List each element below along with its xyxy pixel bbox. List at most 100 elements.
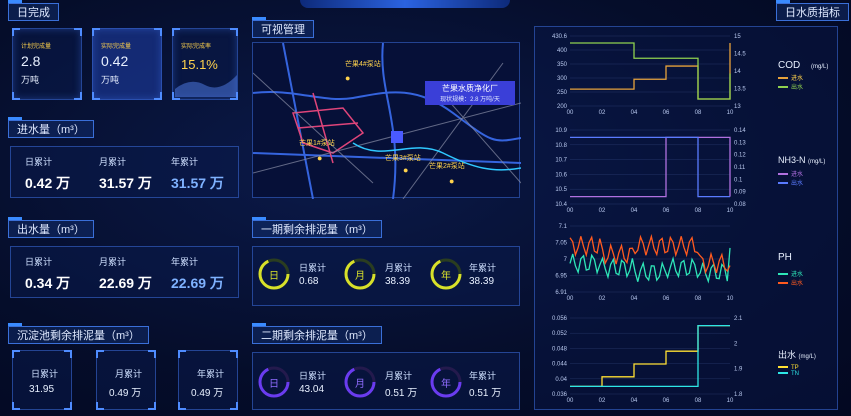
inflow-year-label: 年累计 — [171, 157, 199, 167]
sediment-year-value: 0.49 万 — [191, 388, 224, 399]
y-tick-label: 6.95 — [555, 274, 567, 280]
x-tick-label: 00 — [567, 208, 574, 214]
cod-out-label: 出水 — [791, 85, 804, 91]
phase1-month-ring-icon — [344, 258, 376, 290]
map-panel[interactable]: 芒果4#泵站 ● 芒果1#泵站 ● 芒果3#泵站 ● 芒果2#泵站 ● 芒果水质… — [252, 42, 522, 200]
station-1-label: 芒果1#泵站 — [299, 140, 335, 147]
y2-tick-label: 13 — [734, 104, 741, 110]
plant-status: 现状规模：2.8 万吨/天 — [440, 97, 500, 103]
sediment-month-card: 月累计 0.49 万 — [96, 350, 156, 410]
cod-title: COD — [778, 60, 801, 71]
phase2-year-ring: 年 — [441, 379, 451, 390]
nh3-unit: (mg/L) — [808, 159, 826, 165]
x-tick-label: 08 — [695, 398, 702, 404]
y2-tick-label: 14 — [734, 69, 741, 75]
y-tick-label: 10.7 — [555, 158, 567, 164]
station-2-label: 芒果2#泵站 — [429, 163, 465, 170]
series-line — [570, 324, 730, 388]
y2-tick-label: 0.1 — [734, 177, 743, 183]
x-tick-label: 08 — [695, 110, 702, 116]
nh3-in-label: 进水 — [791, 172, 804, 178]
y2-tick-label: 1.8 — [734, 392, 743, 398]
nh3-legend: NH3-N (mg/L) 进水 出水 — [778, 155, 825, 187]
x-tick-label: 10 — [727, 110, 734, 116]
station-1-pin-icon[interactable]: ● — [317, 153, 323, 163]
phase2-year-value: 0.51 万 — [469, 388, 502, 399]
y-tick-label: 200 — [557, 104, 568, 110]
y-tick-label: 0.056 — [552, 316, 568, 322]
sediment-day-label: 日累计 — [31, 369, 59, 379]
y2-tick-label: 0.13 — [734, 140, 746, 146]
outflow-month-value: 22.69 万 — [99, 275, 152, 291]
phase1-month-ring: 月 — [355, 271, 365, 282]
phase1-day-label: 日累计 — [299, 263, 327, 273]
series-line — [570, 42, 731, 100]
phase2-title: 二期剩余排泥量（m³） — [252, 323, 382, 344]
station-3-pin-icon[interactable]: ● — [403, 165, 409, 175]
station-4-label: 芒果4#泵站 — [345, 61, 381, 68]
phase1-day-value: 0.68 — [299, 276, 319, 287]
outflow-year-value: 22.69 万 — [171, 275, 224, 291]
x-tick-label: 06 — [663, 208, 670, 214]
x-tick-label: 08 — [695, 208, 702, 214]
top-glow-bar — [300, 0, 510, 8]
outflow-day-label: 日累计 — [25, 257, 53, 267]
y-tick-label: 300 — [557, 76, 568, 82]
outflow-month-label: 月累计 — [99, 257, 127, 267]
y-tick-label: 350 — [557, 62, 568, 68]
y-tick-label: 400 — [557, 48, 568, 54]
outflow-title: 出水量（m³） — [8, 217, 94, 238]
series-line — [569, 233, 731, 275]
rate-label: 实际完成率 — [181, 44, 212, 50]
phase2-month-ring: 月 — [355, 379, 365, 390]
y2-tick-label: 2 — [734, 341, 738, 347]
rate-wave — [175, 75, 237, 97]
inflow-day-label: 日累计 — [25, 157, 53, 167]
cod-unit: (mg/L) — [811, 64, 829, 70]
series-line — [570, 136, 730, 198]
x-tick-label: 10 — [727, 398, 734, 404]
phase1-year-label: 年累计 — [469, 263, 497, 273]
y2-tick-label: 0.11 — [734, 165, 746, 171]
y-tick-label: 0.052 — [552, 331, 568, 337]
x-tick-label: 02 — [599, 296, 606, 302]
phase1-day-ring: 日 — [269, 271, 279, 282]
x-tick-label: 06 — [663, 296, 670, 302]
series-line — [570, 324, 730, 388]
phase2-year-label: 年累计 — [469, 371, 497, 381]
cod-in-label: 进水 — [791, 76, 804, 82]
y-tick-label: 6.91 — [555, 290, 567, 296]
plan-card: 计划完成量 2.8 万吨 — [12, 28, 82, 100]
sediment-month-label: 月累计 — [115, 369, 143, 379]
y-tick-label: 10.6 — [555, 172, 567, 178]
station-4-pin-icon[interactable]: ● — [345, 73, 351, 83]
phase1-year-value: 38.39 — [469, 276, 495, 287]
map-title: 可视管理 — [252, 17, 314, 38]
outflow-panel: 日累计 0.34 万 月累计 22.69 万 年累计 22.69 万 — [10, 246, 239, 298]
phase2-day-value: 43.04 — [299, 384, 325, 395]
map-roads — [252, 42, 522, 200]
nh3-out-label: 出水 — [791, 181, 804, 187]
actual-card: 实际完成量 0.42 万吨 — [92, 28, 162, 100]
plant-name: 芒果水质净化厂 — [442, 84, 498, 93]
y2-tick-label: 0.14 — [734, 128, 746, 134]
sediment-month-value: 0.49 万 — [109, 388, 142, 399]
x-tick-label: 06 — [663, 110, 670, 116]
plant-tooltip: 芒果水质净化厂 现状规模：2.8 万吨/天 — [425, 81, 515, 105]
x-tick-label: 04 — [631, 296, 638, 302]
sediment-year-card: 年累计 0.49 万 — [178, 350, 238, 410]
phase1-title: 一期剩余排泥量（m³） — [252, 217, 382, 238]
plan-value: 2.8 — [21, 53, 41, 69]
sediment-day-card: 日累计 31.95 — [12, 350, 72, 410]
y-tick-label: 0.044 — [552, 362, 568, 368]
phase2-day-ring-icon — [258, 366, 290, 398]
tp-title: 出水 — [778, 350, 797, 360]
x-tick-label: 06 — [663, 398, 670, 404]
x-tick-label: 10 — [727, 296, 734, 302]
station-2-pin-icon[interactable]: ● — [449, 176, 455, 186]
phase2-day-label: 日累计 — [299, 371, 327, 381]
y-tick-label: 10.5 — [555, 187, 567, 193]
sediment-day-value: 31.95 — [29, 384, 55, 395]
plan-label: 计划完成量 — [21, 44, 52, 50]
